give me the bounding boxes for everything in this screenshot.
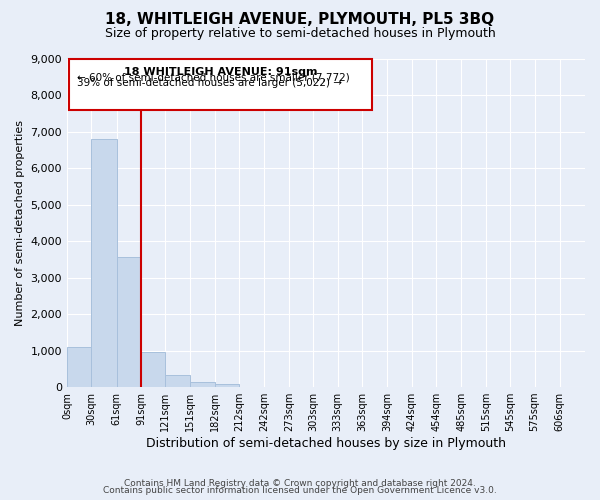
Text: Size of property relative to semi-detached houses in Plymouth: Size of property relative to semi-detach… xyxy=(104,28,496,40)
Bar xyxy=(116,258,141,387)
Text: 18 WHITLEIGH AVENUE: 91sqm: 18 WHITLEIGH AVENUE: 91sqm xyxy=(124,67,317,77)
Bar xyxy=(190,382,215,387)
Text: Contains public sector information licensed under the Open Government Licence v3: Contains public sector information licen… xyxy=(103,486,497,495)
Text: ← 60% of semi-detached houses are smaller (7,772): ← 60% of semi-detached houses are smalle… xyxy=(77,72,350,83)
Text: 18, WHITLEIGH AVENUE, PLYMOUTH, PL5 3BQ: 18, WHITLEIGH AVENUE, PLYMOUTH, PL5 3BQ xyxy=(106,12,494,28)
Y-axis label: Number of semi-detached properties: Number of semi-detached properties xyxy=(15,120,25,326)
Text: Contains HM Land Registry data © Crown copyright and database right 2024.: Contains HM Land Registry data © Crown c… xyxy=(124,478,476,488)
Text: 39% of semi-detached houses are larger (5,022) →: 39% of semi-detached houses are larger (… xyxy=(77,78,342,88)
Bar xyxy=(67,347,91,387)
FancyBboxPatch shape xyxy=(68,59,372,110)
Bar xyxy=(166,374,190,387)
Bar xyxy=(215,384,239,387)
Bar xyxy=(91,139,116,387)
X-axis label: Distribution of semi-detached houses by size in Plymouth: Distribution of semi-detached houses by … xyxy=(146,437,506,450)
Bar xyxy=(141,352,166,387)
